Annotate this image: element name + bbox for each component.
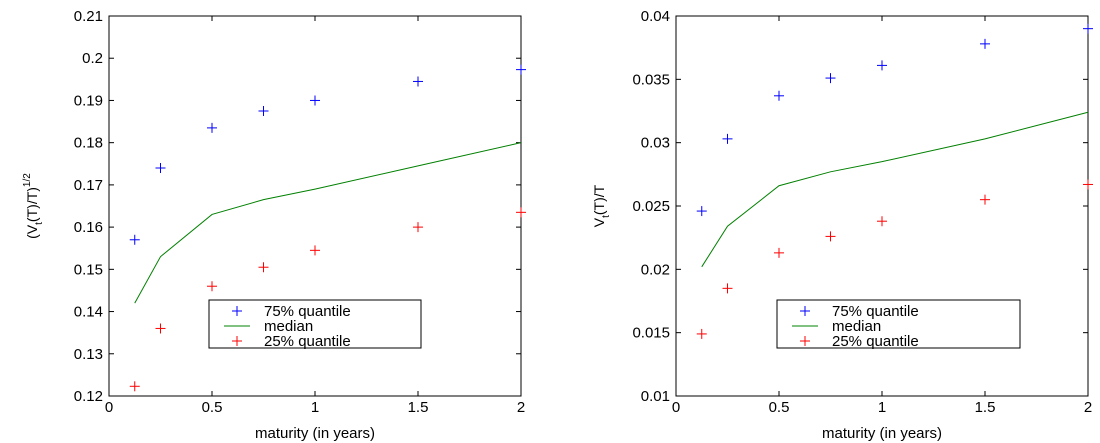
legend-label: median bbox=[264, 318, 313, 335]
data-point-q75 bbox=[129, 234, 140, 245]
data-point-q25 bbox=[516, 207, 526, 218]
y-tick-label: 0.13 bbox=[74, 346, 103, 363]
data-point-q25 bbox=[413, 222, 423, 233]
y-tick-label: 0.15 bbox=[74, 261, 103, 278]
y-label-base: V bbox=[591, 217, 607, 227]
y-label-base: (V bbox=[24, 224, 40, 239]
data-point-q75 bbox=[258, 106, 269, 116]
data-point-q75 bbox=[516, 64, 526, 75]
data-point-q75 bbox=[310, 95, 320, 106]
legend-label: 25% quantile bbox=[832, 333, 919, 350]
y-tick-label: 0.025 bbox=[632, 198, 670, 215]
y-tick-label: 0.17 bbox=[74, 177, 103, 194]
chart-panel-2: 0 0.5 1 1.5 2 0.01 0.015 0.02 0.025 0.03 0.035 0.04… bbox=[591, 8, 1093, 442]
x-axis-label: maturity (in years) bbox=[255, 425, 375, 442]
chart-panel-1: 0 0.5 1 1.5 2 0.12 0.13 0.14 0.15 0.16 0.17 0.18 0.1… bbox=[22, 8, 526, 442]
x-tick-label: 0.5 bbox=[202, 399, 223, 416]
data-point-q75 bbox=[207, 122, 217, 133]
y-label-middle: (T)/T bbox=[591, 184, 607, 215]
x-tick-label: 2 bbox=[1084, 399, 1092, 416]
x-tick-label: 0.5 bbox=[769, 399, 790, 416]
data-point-q25 bbox=[696, 328, 707, 339]
data-point-q25 bbox=[155, 323, 166, 334]
x-tick-label: 1 bbox=[311, 399, 319, 416]
data-point-q75 bbox=[413, 76, 423, 87]
y-tick-label: 0.02 bbox=[641, 261, 670, 278]
data-point-q75 bbox=[722, 133, 733, 144]
data-point-q25 bbox=[825, 231, 836, 242]
y-tick-label: 0.18 bbox=[74, 135, 103, 152]
y-tick-label: 0.03 bbox=[641, 135, 670, 152]
legend-box bbox=[208, 299, 422, 349]
data-point-q75 bbox=[980, 38, 990, 49]
data-point-q75 bbox=[877, 60, 887, 71]
data-point-q25 bbox=[877, 216, 887, 227]
y-tick-label: 0.12 bbox=[74, 388, 103, 405]
y-tick-label: 0.04 bbox=[641, 8, 670, 25]
x-axis-label: maturity (in years) bbox=[822, 425, 942, 442]
data-point-q75 bbox=[1083, 23, 1093, 34]
y-tick-label: 0.16 bbox=[74, 219, 103, 236]
data-point-q75 bbox=[774, 90, 784, 101]
data-point-q25 bbox=[980, 194, 990, 205]
y-tick-label: 0.2 bbox=[82, 50, 103, 67]
y-label-subscript: t bbox=[34, 222, 45, 225]
data-point-q25 bbox=[722, 283, 733, 294]
x-tick-label: 1.5 bbox=[408, 399, 429, 416]
y-tick-label: 0.035 bbox=[632, 71, 670, 88]
y-label-middle: (T)/T) bbox=[24, 187, 40, 222]
data-point-q25 bbox=[774, 247, 784, 258]
y-tick-label: 0.14 bbox=[74, 304, 103, 321]
y-label-subscript: t bbox=[601, 215, 612, 218]
legend-label: 75% quantile bbox=[832, 303, 919, 320]
x-tick-label: 0 bbox=[672, 399, 680, 416]
y-axis-label: (Vt(T)/T)1/2 bbox=[22, 173, 45, 239]
x-tick-label: 1.5 bbox=[975, 399, 996, 416]
data-point-q25 bbox=[129, 381, 140, 392]
y-label-superscript: 1/2 bbox=[22, 173, 33, 187]
x-tick-label: 0 bbox=[105, 399, 113, 416]
data-point-q75 bbox=[155, 163, 166, 173]
y-tick-label: 0.21 bbox=[74, 8, 103, 25]
data-point-q75 bbox=[825, 73, 836, 84]
legend-label: median bbox=[832, 318, 881, 335]
x-tick-label: 1 bbox=[878, 399, 886, 416]
data-point-q25 bbox=[310, 245, 320, 256]
series-line-median bbox=[134, 142, 522, 304]
y-axis-label: Vt(T)/T bbox=[591, 184, 612, 227]
legend-label: 25% quantile bbox=[264, 333, 351, 350]
data-point-q75 bbox=[696, 206, 707, 217]
y-tick-label: 0.015 bbox=[632, 325, 670, 342]
y-tick-label: 0.19 bbox=[74, 92, 103, 109]
y-tick-label: 0.01 bbox=[641, 388, 670, 405]
data-point-q25 bbox=[1083, 179, 1093, 190]
data-point-q25 bbox=[207, 281, 217, 292]
series-line-median bbox=[701, 111, 1089, 268]
legend-label: 75% quantile bbox=[264, 303, 351, 320]
data-point-q25 bbox=[258, 262, 269, 273]
legend-box bbox=[776, 299, 1021, 349]
x-tick-label: 2 bbox=[517, 399, 525, 416]
